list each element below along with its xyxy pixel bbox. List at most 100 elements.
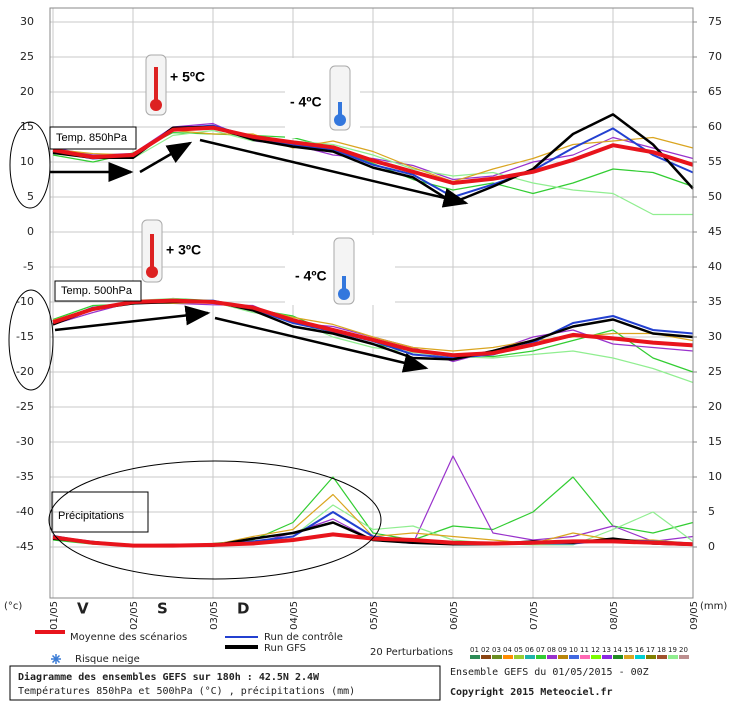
legend-label: Run de contrôle <box>264 631 343 643</box>
member-swatch <box>657 655 667 659</box>
member-label: 19 <box>668 646 677 654</box>
annotations: + 5ºC - 4ºC + 3ºC - 4ºC Temp. 850hPa Tem… <box>8 54 469 580</box>
member-label: 03 <box>492 646 501 654</box>
title: Diagramme des ensembles GEFS sur 180h : … <box>18 671 320 683</box>
y2-tick-label: 65 <box>708 85 722 98</box>
member-swatch <box>547 655 557 659</box>
member-swatch <box>536 655 546 659</box>
y2-tick-label: 60 <box>708 120 722 133</box>
member-swatch <box>569 655 579 659</box>
y-tick-label: -45 <box>16 540 34 553</box>
member-swatch <box>635 655 645 659</box>
footer: Moyenne des scénarios Run de contrôle Ru… <box>9 630 689 701</box>
thermometer <box>141 219 163 283</box>
y2-tick-label: 50 <box>708 190 722 203</box>
y-tick-label: -15 <box>16 330 34 343</box>
perturbations-label: 20 Perturbations <box>370 647 453 658</box>
thermometer <box>145 54 167 116</box>
y-tick-label: 5 <box>27 190 34 203</box>
member-swatch <box>492 655 502 659</box>
x-tick-label: 02/05 <box>129 601 140 630</box>
y-tick-label: 25 <box>20 50 34 63</box>
y-tick-label: -35 <box>16 470 34 483</box>
y2-tick-label: 15 <box>708 435 722 448</box>
member-swatch <box>679 655 689 659</box>
y-tick-label: 30 <box>20 15 34 28</box>
weekday: D <box>237 600 249 618</box>
member-label: 07 <box>536 646 545 654</box>
annotation: + 3ºC <box>166 242 201 258</box>
thermometer <box>329 65 351 131</box>
member-label: 09 <box>558 646 567 654</box>
annotation: + 5ºC <box>170 69 205 85</box>
x-tick-label: 04/05 <box>289 601 300 630</box>
member-swatch <box>613 655 623 659</box>
y-tick-label: 10 <box>20 155 34 168</box>
snow-icon <box>51 654 61 664</box>
member-swatch <box>624 655 634 659</box>
x-tick-label: 01/05 <box>49 601 60 630</box>
member-label: 11 <box>580 646 589 654</box>
member-swatch <box>591 655 601 659</box>
ellipse <box>48 460 382 580</box>
y-tick-label: -30 <box>16 435 34 448</box>
y2-tick-label: 55 <box>708 155 722 168</box>
member-swatch <box>602 655 612 659</box>
weekday: V <box>77 600 89 618</box>
label-box <box>49 126 137 150</box>
title-box <box>9 665 441 701</box>
y2-unit: (mm) <box>700 601 727 612</box>
copyright: Copyright 2015 Meteociel.fr <box>450 686 613 698</box>
member-label: 15 <box>624 646 633 654</box>
y2-tick-label: 75 <box>708 15 722 28</box>
arrows <box>50 138 469 373</box>
series-line <box>52 298 694 358</box>
label-box <box>54 280 142 302</box>
series-line <box>52 125 694 185</box>
member-label: 16 <box>635 646 644 654</box>
x-tick-label: 09/05 <box>689 601 700 630</box>
y2-tick-label: 10 <box>708 470 722 483</box>
y-tick-label: -5 <box>23 260 34 273</box>
member-label: 08 <box>547 646 556 654</box>
member-label: 02 <box>481 646 490 654</box>
y2-tick-label: 35 <box>708 295 722 308</box>
y-tick-label: -10 <box>16 295 34 308</box>
member-label: 06 <box>525 646 534 654</box>
label-box <box>51 491 149 533</box>
member-label: 20 <box>679 646 688 654</box>
y-unit: (°c) <box>4 601 22 612</box>
member-swatch <box>580 655 590 659</box>
panel-label: Temp. 850hPa <box>56 132 128 144</box>
subtitle: Températures 850hPa et 500hPa (°C) , pré… <box>18 685 355 697</box>
y2-tick-label: 0 <box>708 540 715 553</box>
member-swatch <box>470 655 480 659</box>
member-label: 10 <box>569 646 578 654</box>
y2-tick-label: 5 <box>708 505 715 518</box>
y2-tick-label: 70 <box>708 50 722 63</box>
panel-label: Précipitations <box>58 510 125 522</box>
x-tick-label: 03/05 <box>209 601 220 630</box>
member-label: 05 <box>514 646 523 654</box>
member-swatch <box>646 655 656 659</box>
weekday: S <box>157 600 168 618</box>
run-info: Ensemble GEFS du 01/05/2015 - 00Z <box>450 667 649 678</box>
legend-label: Moyenne des scénarios <box>70 631 187 643</box>
member-label: 01 <box>470 646 479 654</box>
y-tick-label: -20 <box>16 365 34 378</box>
member-swatch <box>525 655 535 659</box>
y2-tick-label: 45 <box>708 225 722 238</box>
x-tick-label: 05/05 <box>369 601 380 630</box>
legend-label: Run GFS <box>264 643 306 654</box>
x-tick-label: 06/05 <box>449 601 460 630</box>
y2-tick-label: 40 <box>708 260 722 273</box>
annotation: - 4ºC <box>290 94 322 110</box>
y-tick-label: -25 <box>16 400 34 413</box>
ellipse <box>9 121 51 209</box>
y2-tick-label: 30 <box>708 330 722 343</box>
member-label: 13 <box>602 646 611 654</box>
y-tick-label: -40 <box>16 505 34 518</box>
y2-tick-label: 25 <box>708 365 722 378</box>
y-tick-label: 15 <box>20 120 34 133</box>
